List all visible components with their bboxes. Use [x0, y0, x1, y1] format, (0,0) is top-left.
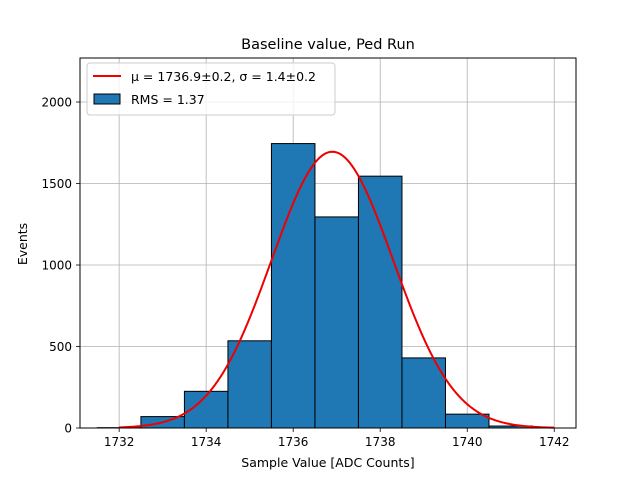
histogram-bar	[315, 217, 359, 428]
legend-histogram-label: RMS = 1.37	[131, 92, 205, 107]
x-tick-label: 1740	[452, 435, 483, 449]
x-tick-label: 1738	[365, 435, 396, 449]
x-tick-label: 1742	[539, 435, 570, 449]
x-tick-label: 1732	[104, 435, 135, 449]
x-tick-label: 1736	[278, 435, 309, 449]
y-tick-label: 2000	[41, 96, 72, 110]
y-tick-label: 1500	[41, 177, 72, 191]
legend: μ = 1736.9±0.2, σ = 1.4±0.2 RMS = 1.37	[87, 63, 335, 115]
y-tick-label: 0	[64, 422, 72, 436]
x-axis-label: Sample Value [ADC Counts]	[241, 455, 414, 470]
histogram-bar	[271, 144, 315, 428]
x-tick-label: 1734	[191, 435, 222, 449]
y-axis-label: Events	[15, 223, 30, 265]
histogram-bar	[358, 176, 402, 428]
legend-fit-label: μ = 1736.9±0.2, σ = 1.4±0.2	[131, 69, 316, 84]
legend-histogram-swatch	[94, 94, 120, 104]
chart-title: Baseline value, Ped Run	[241, 37, 415, 53]
y-tick-label: 500	[49, 340, 72, 354]
histogram-bar	[445, 414, 489, 428]
y-tick-label: 1000	[41, 259, 72, 273]
